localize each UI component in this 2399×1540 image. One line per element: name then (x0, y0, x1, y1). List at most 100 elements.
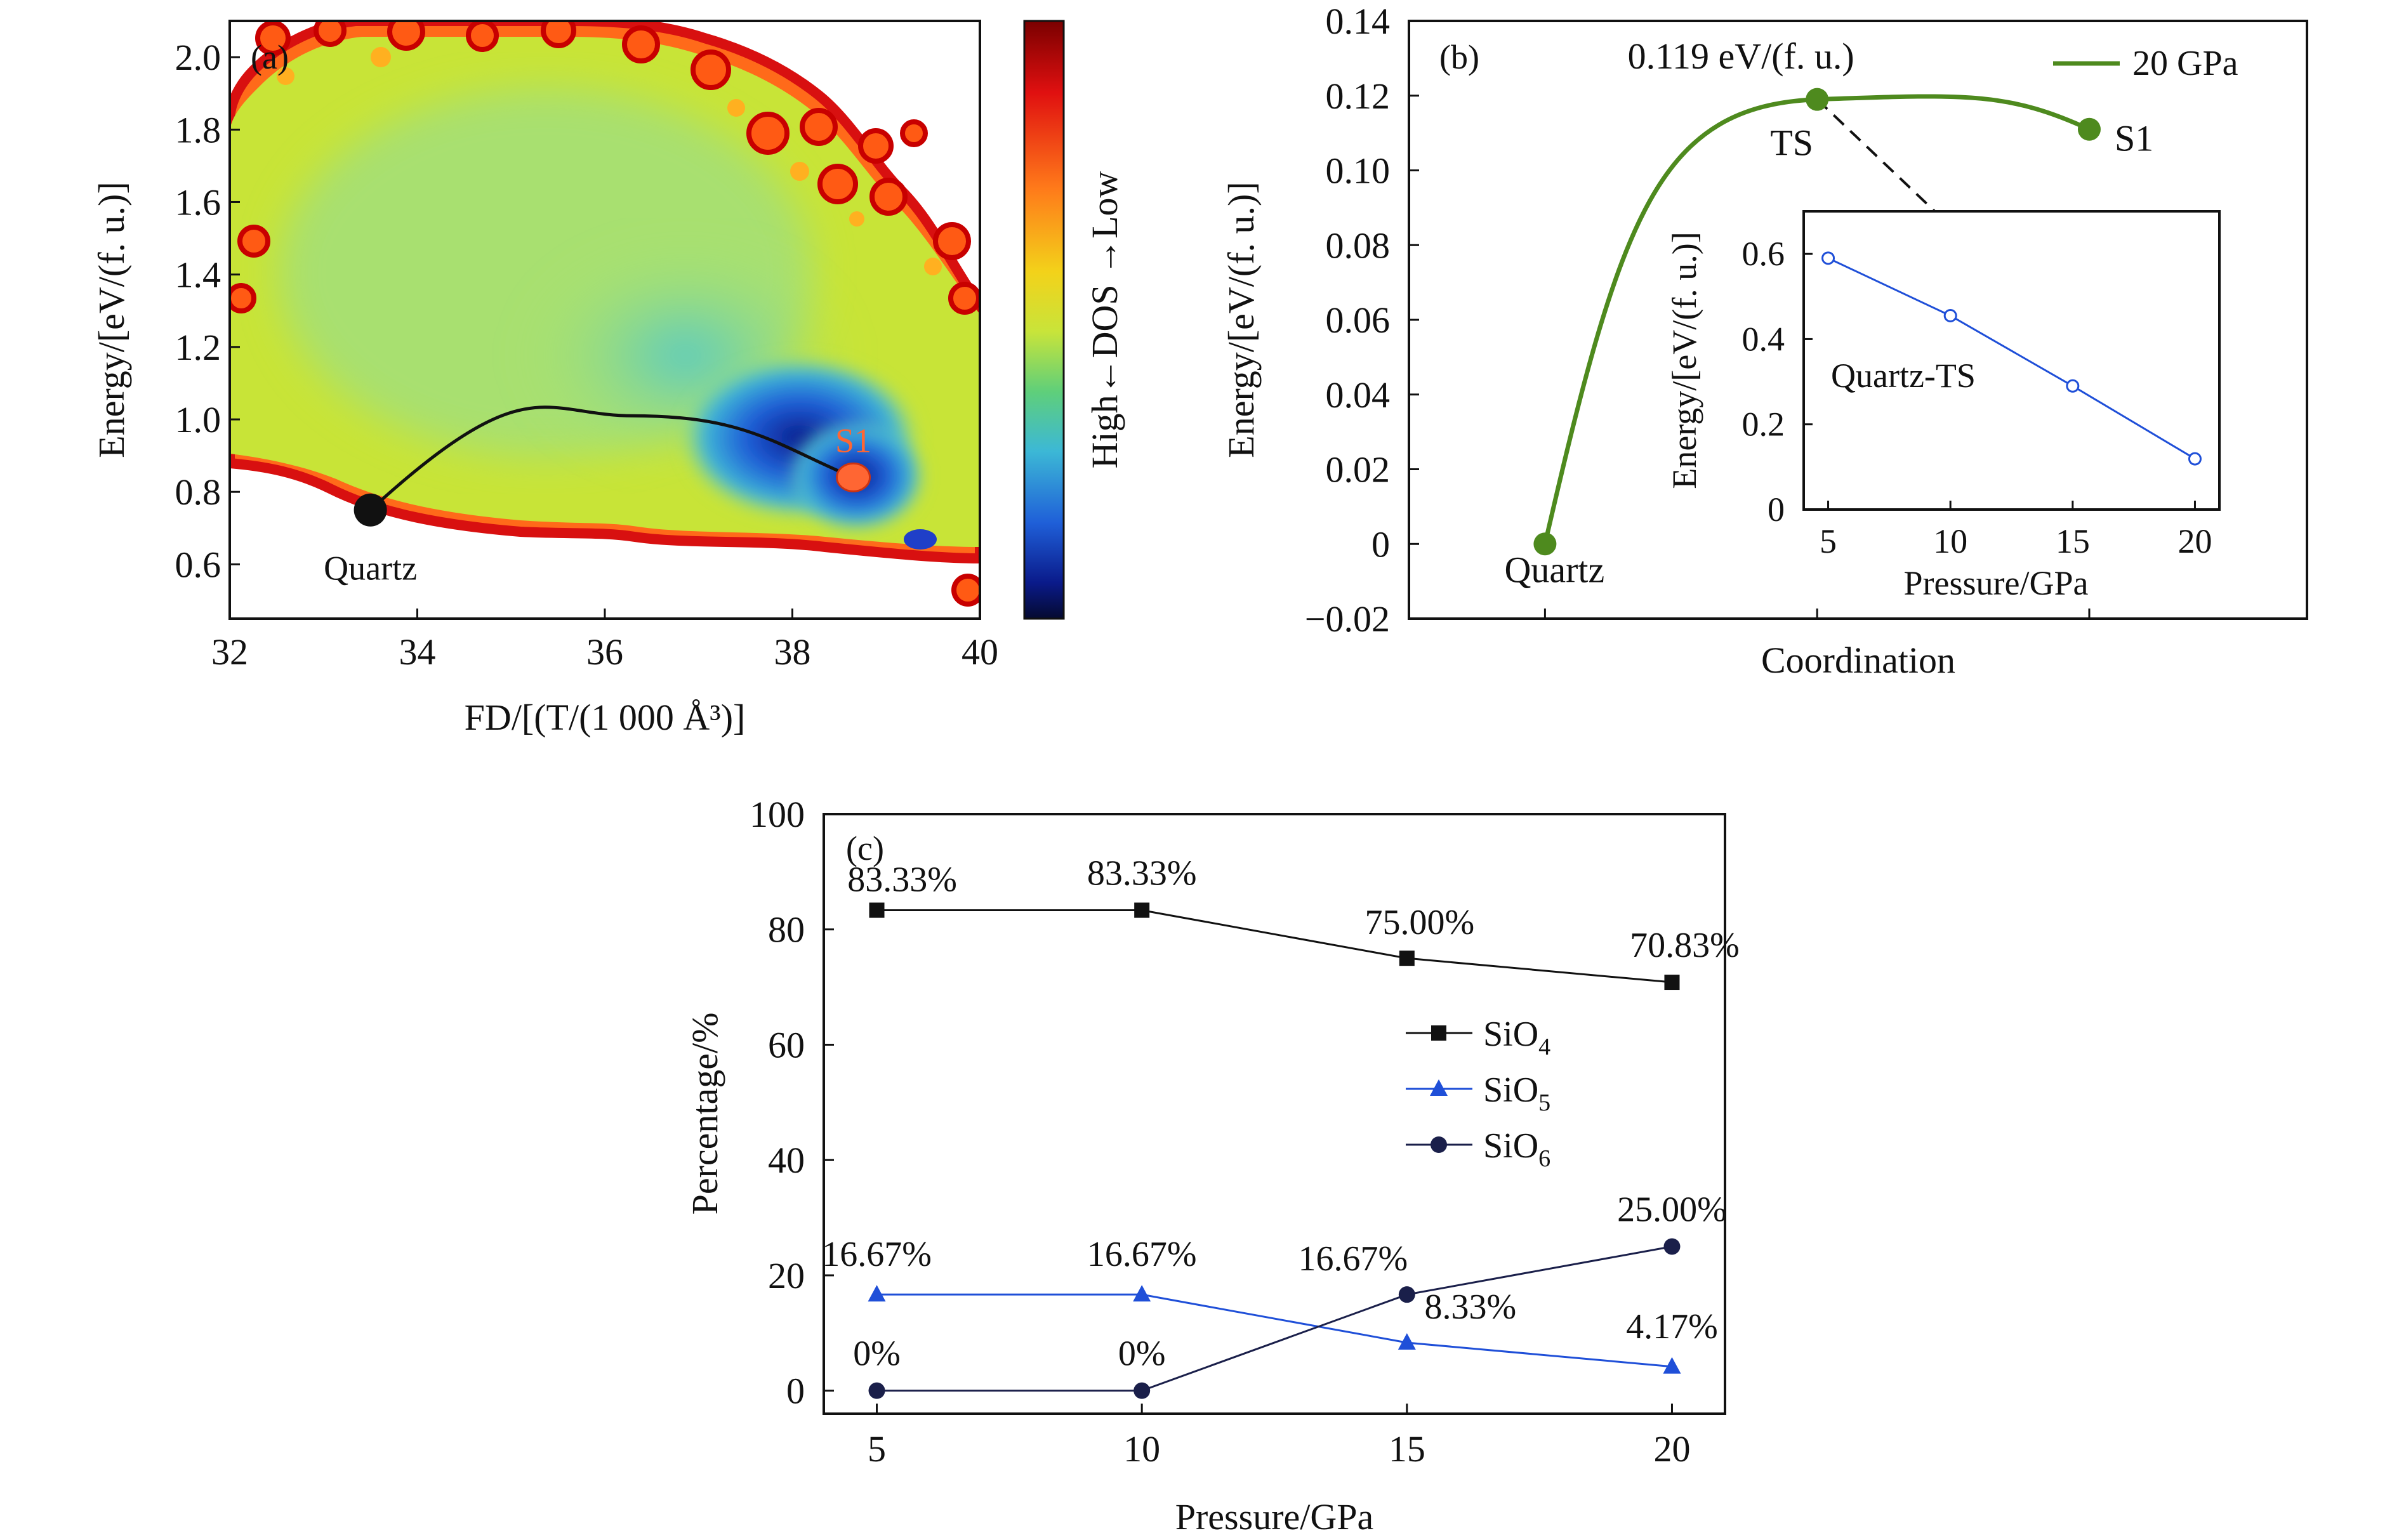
inset-series-label: Quartz-TS (1831, 357, 1976, 395)
inset-x-tick-label: 10 (1933, 522, 1967, 560)
y-tick-label-b: 0.12 (1326, 76, 1391, 117)
marker-triangle (1430, 1079, 1448, 1096)
marker-square (1399, 951, 1415, 966)
marker-circle (1431, 1136, 1447, 1153)
y-tick-label-a: 1.2 (175, 327, 221, 368)
inset-x-axis: 5 10 15 20 (1820, 501, 2212, 560)
x-axis-label-a: FD/[(T/(1 000 Å³)] (465, 697, 746, 738)
data-label: 0% (853, 1334, 901, 1374)
y-tick-label-b: 0.10 (1326, 150, 1391, 192)
marker-square (1664, 975, 1680, 990)
data-label: 83.33% (847, 860, 957, 899)
data-label: 25.00% (1617, 1190, 1727, 1229)
x-tick-label-c: 20 (1653, 1428, 1690, 1470)
panel-label-c: (c) (846, 829, 884, 867)
y-tick-label-a: 2.0 (175, 37, 221, 78)
series-line (876, 1246, 1672, 1392)
quartz-label: Quartz (324, 550, 417, 588)
energy-point-label: S1 (2115, 118, 2153, 159)
inset-x-tick-label: 15 (2056, 522, 2090, 560)
marker-circle (1133, 1382, 1151, 1399)
x-tick-label-a: 34 (399, 631, 436, 673)
y-axis-label-b: Energy/[eV/(f. u.)] (1220, 181, 1262, 457)
y-tick-label-b: 0.08 (1326, 225, 1391, 266)
y-tick-label-b: 0 (1371, 523, 1390, 565)
y-tick-label-b: −0.02 (1305, 598, 1390, 640)
energy-points: Quartz TS S1 (1504, 88, 2153, 590)
marker-square (1431, 1025, 1446, 1041)
y-axis-a: 0.6 0.8 1.0 1.2 1.4 1.6 1.8 2.0 (175, 37, 240, 585)
legend-label-subscript: 4 (1538, 1034, 1550, 1060)
marker-circle (1663, 1238, 1681, 1255)
series-line (876, 1293, 1672, 1368)
legend-label-text: SiO (1483, 1070, 1538, 1110)
x-tick-label-c: 10 (1123, 1428, 1160, 1470)
data-label: 75.00% (1365, 903, 1474, 942)
series-group: 83.33% 83.33% 75.00% 70.83% 16.67% 16.67% 8.33… (822, 853, 1740, 1399)
x-tick-label-a: 32 (211, 631, 248, 673)
x-tick-label-a: 40 (962, 631, 998, 673)
data-label: 16.67% (1087, 1235, 1197, 1274)
legend-label: SiO6 (1483, 1126, 1550, 1172)
y-tick-label-a: 0.8 (175, 471, 221, 513)
s1-label: S1 (835, 421, 871, 459)
series-line (876, 909, 1672, 984)
inset-y-axis: 0 0.2 0.4 0.6 (1742, 235, 1813, 529)
legend-label: SiO4 (1483, 1015, 1550, 1060)
legend-label-text: SiO (1483, 1126, 1538, 1166)
y-tick-label-b: 0.02 (1326, 449, 1391, 490)
data-label: 8.33% (1424, 1287, 1516, 1327)
energy-point (2077, 117, 2101, 141)
y-axis-c: 0 20 40 60 80 100 (750, 794, 834, 1412)
inset-y-tick-label: 0.2 (1742, 405, 1785, 444)
x-tick-label-a: 36 (586, 631, 623, 673)
inset-x-axis-label: Pressure/GPa (1904, 564, 2089, 602)
inset-points (1821, 251, 2202, 466)
x-tick-label-c: 5 (868, 1428, 886, 1470)
x-tick-label-a: 38 (774, 631, 811, 673)
colorbar-label: High←DOS →Low (1084, 171, 1125, 468)
y-tick-label-c: 40 (768, 1140, 805, 1181)
inset-x-tick-label: 20 (2178, 522, 2212, 560)
energy-point (1806, 88, 1829, 111)
y-tick-label-b: 0.06 (1326, 299, 1391, 341)
inset-point (2066, 379, 2080, 393)
barrier-annotation: 0.119 eV/(f. u.) (1628, 36, 1854, 77)
y-axis-label-c: Percentage/% (684, 1013, 725, 1215)
inset-line (1827, 257, 2196, 460)
plot-frame-c (823, 813, 1726, 1415)
data-label: 0% (1118, 1334, 1166, 1374)
heatmap-panel: Quartz S1 (a) 32 34 36 38 40 0.6 0.8 1.0 1.2 1.4… (91, 20, 1125, 738)
s1-point (836, 462, 871, 492)
x-axis-label-c: Pressure/GPa (1175, 1496, 1374, 1537)
inset-point (1821, 251, 1835, 265)
data-label: 83.33% (1087, 853, 1197, 893)
inset-point (2188, 452, 2202, 466)
marker-circle (1398, 1286, 1415, 1303)
data-label: 4.17% (1626, 1307, 1718, 1346)
x-tick-label-c: 15 (1389, 1428, 1425, 1470)
legend-label-b: 20 GPa (2132, 44, 2238, 83)
marker-triangle (868, 1285, 886, 1302)
data-label: 16.67% (822, 1235, 932, 1274)
energy-point-label: TS (1770, 122, 1813, 164)
marker-triangle (1133, 1285, 1151, 1302)
data-label: 16.67% (1298, 1239, 1408, 1279)
legend-label-subscript: 5 (1538, 1089, 1550, 1116)
y-tick-label-a: 0.6 (175, 544, 221, 585)
x-axis-a: 32 34 36 38 40 (211, 609, 998, 673)
y-tick-label-c: 20 (768, 1255, 805, 1296)
inset-y-tick-label: 0 (1768, 490, 1785, 529)
inset-y-axis-label: Energy/[eV/(f. u.)] (1665, 232, 1703, 489)
marker-triangle (1663, 1357, 1681, 1374)
data-label: 70.83% (1630, 926, 1740, 965)
y-axis-b: −0.02 0 0.02 0.04 0.06 0.08 0.10 0.12 0.14 (1305, 1, 1419, 640)
y-tick-label-a: 1.0 (175, 399, 221, 440)
transition-path (369, 405, 854, 511)
y-tick-label-b: 0.04 (1326, 374, 1391, 416)
panel-label-b: (b) (1439, 38, 1479, 76)
y-tick-label-a: 1.8 (175, 109, 221, 150)
x-axis-b (1543, 609, 2091, 619)
y-tick-label-a: 1.4 (175, 254, 221, 296)
